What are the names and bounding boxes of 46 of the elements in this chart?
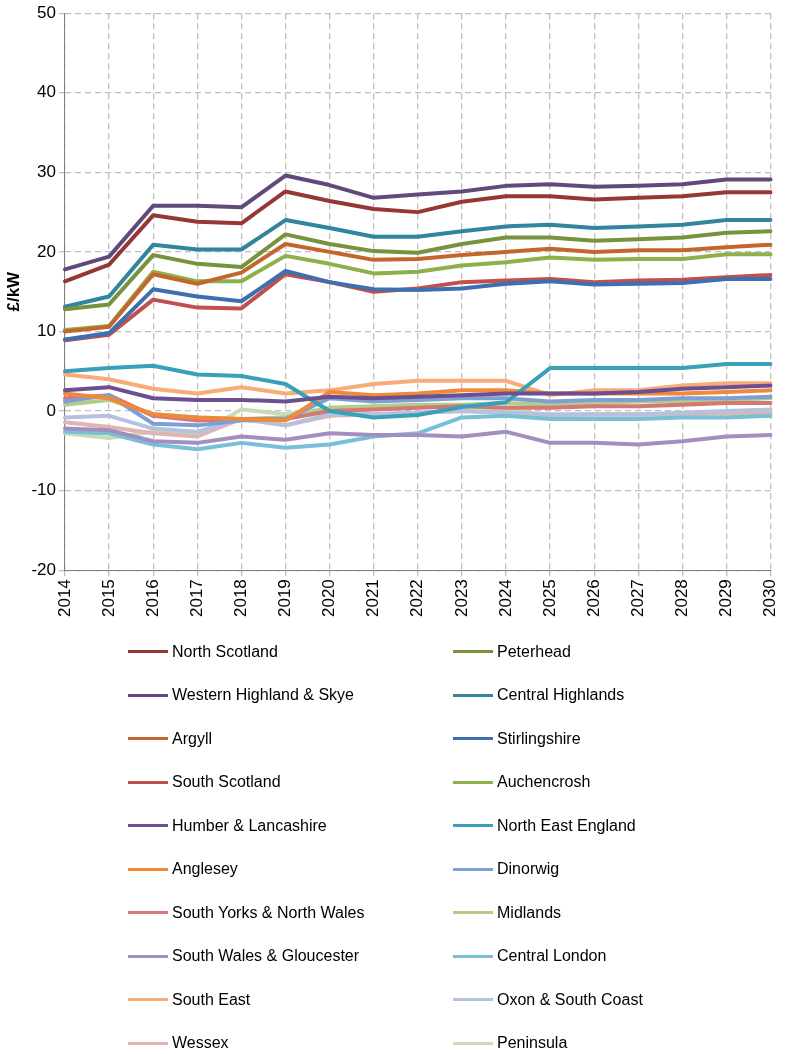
x-tick-label: 2030 xyxy=(760,579,780,618)
legend-label: North East England xyxy=(497,816,636,835)
y-tick-label: -10 xyxy=(31,480,56,500)
x-tick-label: 2014 xyxy=(54,579,74,618)
legend-label: South East xyxy=(172,990,251,1009)
x-tick-label: 2015 xyxy=(98,579,118,618)
y-tick-label: 20 xyxy=(37,241,56,261)
x-tick-label: 2028 xyxy=(672,579,692,618)
legend-label: South Wales & Gloucester xyxy=(172,947,360,966)
legend-label: Argyll xyxy=(172,729,213,748)
x-tick-label: 2016 xyxy=(142,579,162,618)
legend-label: Midlands xyxy=(497,903,562,922)
legend-label: Stirlingshire xyxy=(497,729,581,748)
x-tick-label: 2017 xyxy=(186,579,206,618)
legend-label: Peninsula xyxy=(497,1034,568,1053)
x-tick-label: 2018 xyxy=(231,579,251,618)
y-tick-label: 50 xyxy=(37,2,56,22)
y-axis-title: £/kW xyxy=(3,270,23,312)
x-tick-label: 2025 xyxy=(539,579,559,618)
x-tick-label: 2029 xyxy=(716,579,736,618)
legend-label: Peterhead xyxy=(497,642,571,661)
legend-label: Western Highland & Skye xyxy=(172,686,355,705)
legend-label: Central Highlands xyxy=(497,686,625,705)
x-tick-label: 2019 xyxy=(275,579,295,618)
legend-label: Anglesey xyxy=(172,860,238,879)
y-tick-label: 30 xyxy=(37,162,56,182)
y-tick-label: 0 xyxy=(46,400,56,420)
x-tick-label: 2024 xyxy=(495,579,515,618)
legend-label: Central London xyxy=(497,947,607,966)
legend-label: Auchencrosh xyxy=(497,773,591,792)
legend-label: Oxon & South Coast xyxy=(497,990,643,1009)
x-tick-label: 2027 xyxy=(627,579,647,618)
legend-label: South Yorks & North Wales xyxy=(172,903,365,922)
legend-label: Wessex xyxy=(172,1034,229,1053)
y-tick-label: 40 xyxy=(37,82,56,102)
x-tick-label: 2022 xyxy=(407,579,427,618)
y-tick-label: 10 xyxy=(37,321,56,341)
legend-label: North Scotland xyxy=(172,642,278,661)
x-tick-label: 2020 xyxy=(319,579,339,618)
x-tick-label: 2023 xyxy=(451,579,471,618)
y-tick-label: -20 xyxy=(31,559,56,579)
legend-label: Dinorwig xyxy=(497,860,560,879)
legend-label: Humber & Lancashire xyxy=(172,816,327,835)
legend-label: South Scotland xyxy=(172,773,281,792)
x-tick-label: 2026 xyxy=(583,579,603,618)
x-tick-label: 2021 xyxy=(363,579,383,618)
